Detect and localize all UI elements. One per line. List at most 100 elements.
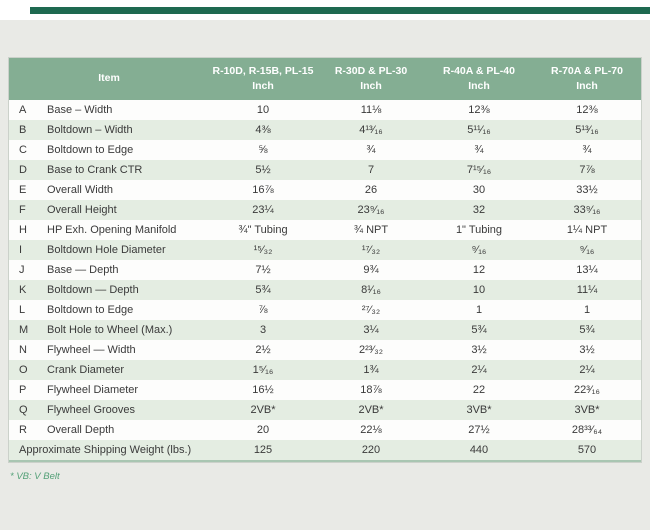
row-value: ⅝ — [258, 144, 268, 156]
row-value: 570 — [533, 440, 641, 462]
row-value: 8¹⁄₁₆ — [317, 280, 425, 300]
header-col-3-label: R-40A & PL-40 — [443, 64, 515, 77]
row-value: 7¹⁵⁄₁₆ — [425, 160, 533, 180]
row-letter: Q — [9, 400, 39, 420]
table-row: I Boltdown Hole Diameter ¹⁵⁄₃₂ ¹⁷⁄₃₂ ⁹⁄₁₆ ⁹⁄₁… — [9, 240, 641, 260]
row-value: 3VB* — [425, 400, 533, 420]
row-letter: D — [9, 160, 39, 180]
row-item-label: HP Exh. Opening Manifold — [47, 224, 177, 236]
row-value: 5¹³⁄₁₆ — [533, 120, 641, 140]
row-value: 1¾ — [317, 360, 425, 380]
row-letter: E — [19, 184, 27, 196]
row-value: 2VB* — [317, 400, 425, 420]
row-value: 2¼ — [533, 360, 641, 380]
row-value: 1" Tubing — [455, 224, 503, 236]
row-value: 2VB* — [209, 400, 317, 420]
row-value: 7½ — [255, 264, 271, 276]
table-row: C Boltdown to Edge ⅝ ¾ ¾ ¾ — [9, 140, 641, 160]
row-value: 22⅛ — [360, 424, 382, 436]
table-row: D Base to Crank CTR 5½ 7 7¹⁵⁄₁₆ 7⅞ — [9, 160, 641, 180]
row-value: 22³⁄₁₆ — [574, 384, 600, 396]
row-value: 220 — [317, 440, 425, 462]
row-item-label: Flywheel — Width — [47, 344, 136, 356]
header-col-1: R-10D, R-15B, PL-15 Inch — [209, 58, 317, 100]
table-row: N Flywheel — Width 2½ 2²³⁄₃₂ 3½ 3½ — [9, 340, 641, 360]
row-value: 4⅜ — [209, 120, 317, 140]
row-value: 23⁹⁄₁₆ — [317, 200, 425, 220]
row-item-label: Flywheel Diameter — [47, 384, 139, 396]
footnote: * VB: V Belt — [10, 471, 60, 482]
header-col-2-label: R-30D & PL-30 — [334, 64, 408, 77]
row-value: 30 — [472, 184, 486, 196]
row-item-label: Boltdown to Edge — [47, 144, 134, 156]
header-col-4: R-70A & PL-70 Inch — [533, 58, 641, 100]
header-col-4-label: R-70A & PL-70 — [551, 64, 623, 77]
shipping-weight-row: Approximate Shipping Weight (lbs.) 125 220… — [9, 440, 641, 462]
row-value: ¾ — [366, 144, 376, 156]
row-value: 440 — [425, 440, 533, 462]
row-value: 20 — [256, 424, 270, 436]
top-green-bar — [30, 7, 650, 14]
header-col-1-label: R-10D, R-15B, PL-15 — [212, 64, 314, 77]
table-row: E Overall Width 16⅞ 26 30 33½ — [9, 180, 641, 200]
row-value: 125 — [209, 440, 317, 462]
row-value: 1 — [583, 304, 591, 316]
spec-table-header: Item R-10D, R-15B, PL-15 Inch R-30D & PL… — [9, 58, 641, 100]
row-value: 11⅛ — [360, 104, 382, 116]
row-value: 1⁵⁄₁₆ — [209, 360, 317, 380]
row-value: 5¹¹⁄₁₆ — [425, 120, 533, 140]
row-item-label: Flywheel Grooves — [39, 400, 209, 420]
row-value: 32 — [425, 200, 533, 220]
row-value: 4¹³⁄₁₆ — [317, 120, 425, 140]
row-value: 26 — [364, 184, 378, 196]
row-value: ⁹⁄₁₆ — [425, 240, 533, 260]
row-value: 3 — [209, 320, 317, 340]
row-item-label: Boltdown – Width — [39, 120, 209, 140]
row-letter: M — [9, 320, 39, 340]
row-value: 11¼ — [533, 280, 641, 300]
header-col-1-unit: Inch — [252, 80, 274, 92]
header-item-label: Item — [98, 72, 120, 85]
table-row: R Overall Depth 20 22⅛ 27½ 28³³⁄₆₄ — [9, 420, 641, 440]
row-value: ²⁷⁄₃₂ — [361, 304, 381, 316]
row-letter: C — [19, 144, 27, 156]
header-col-2-unit: Inch — [360, 80, 382, 92]
row-value: ¾ NPT — [353, 224, 389, 236]
table-row: M Bolt Hole to Wheel (Max.) 3 3¼ 5¾ 5¾ — [9, 320, 641, 340]
row-item-label: Base to Crank CTR — [39, 160, 209, 180]
table-row: H HP Exh. Opening Manifold ¾" Tubing ¾ NPT 1… — [9, 220, 641, 240]
header-col-4-unit: Inch — [576, 80, 598, 92]
table-row: J Base — Depth 7½ 9¾ 12 13¼ — [9, 260, 641, 280]
row-letter: P — [19, 384, 27, 396]
row-item-label: Overall Depth — [47, 424, 115, 436]
row-value: 13¼ — [576, 264, 598, 276]
row-value: 23¼ — [209, 200, 317, 220]
table-row: Q Flywheel Grooves 2VB* 2VB* 3VB* 3VB* — [9, 400, 641, 420]
row-item-label: Bolt Hole to Wheel (Max.) — [39, 320, 209, 340]
row-value: 2²³⁄₃₂ — [358, 344, 384, 356]
row-value: 9¾ — [363, 264, 379, 276]
row-value: 7⅞ — [533, 160, 641, 180]
row-value: 3¼ — [317, 320, 425, 340]
row-item-label: Crank Diameter — [39, 360, 209, 380]
header-col-2: R-30D & PL-30 Inch — [317, 58, 425, 100]
row-item-label: Overall Width — [47, 184, 114, 196]
row-item-label: Boltdown — Depth — [39, 280, 209, 300]
table-row: B Boltdown – Width 4⅜ 4¹³⁄₁₆ 5¹¹⁄₁₆ 5¹³⁄₁₆ — [9, 120, 641, 140]
row-value: 5¾ — [425, 320, 533, 340]
row-value: 2¼ — [425, 360, 533, 380]
row-value: ¾ — [474, 144, 484, 156]
row-value: ⁹⁄₁₆ — [533, 240, 641, 260]
row-item-label: Base – Width — [47, 104, 113, 116]
row-letter: I — [9, 240, 39, 260]
table-row: A Base – Width 10 11⅛ 12⅜ 12⅜ — [9, 100, 641, 120]
row-letter: B — [9, 120, 39, 140]
row-item-label: Boltdown Hole Diameter — [39, 240, 209, 260]
row-letter: K — [9, 280, 39, 300]
header-item: Item — [9, 58, 209, 100]
row-value: 5¾ — [533, 320, 641, 340]
row-value: 33⁹⁄₁₆ — [533, 200, 641, 220]
spec-table-panel: Item R-10D, R-15B, PL-15 Inch R-30D & PL… — [8, 57, 642, 463]
row-item-label: Boltdown to Edge — [47, 304, 134, 316]
row-value: ¾" Tubing — [238, 224, 288, 236]
